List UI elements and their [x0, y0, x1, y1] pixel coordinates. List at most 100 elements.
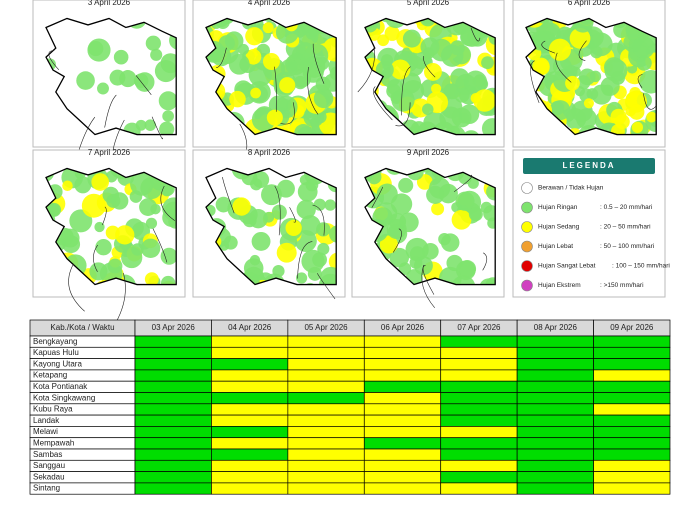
rain-area [322, 37, 337, 62]
rain-area [459, 104, 480, 125]
forecast-cell [593, 335, 671, 348]
rain-area [115, 225, 135, 245]
rain-area [323, 73, 337, 92]
rain-area [140, 177, 163, 200]
forecast-cell [440, 392, 518, 405]
forecast-cell [593, 448, 671, 461]
rain-area [160, 247, 177, 265]
forecast-cell [593, 380, 671, 393]
rain-area [379, 235, 398, 254]
rain-area [423, 62, 442, 81]
legend-swatch [521, 221, 533, 233]
rain-area [248, 209, 268, 229]
rain-area [279, 98, 292, 112]
table-header: 09 Apr 2026 [610, 323, 654, 332]
forecast-cell [516, 471, 594, 484]
forecast-cell [211, 426, 289, 439]
rain-area [144, 272, 159, 285]
rain-area [387, 79, 404, 96]
forecast-cell [363, 459, 442, 472]
rain-area [134, 72, 155, 92]
legend-range: : 100 – 150 mm/hari [612, 263, 670, 270]
rain-area [569, 27, 591, 49]
legend-label: Berawan / Tidak Hujan [538, 185, 604, 192]
rain-area [646, 111, 657, 123]
rain-area [263, 211, 275, 223]
map-title: 7 April 2026 [88, 148, 131, 157]
rain-area [532, 57, 550, 75]
rain-area [296, 272, 308, 284]
table-header: Kab./Kota / Waktu [50, 323, 114, 332]
legend-header [523, 158, 655, 174]
table-header: 04 Apr 2026 [228, 323, 272, 332]
row-name: Landak [33, 416, 60, 425]
forecast-cell [593, 346, 671, 359]
forecast-cell [287, 482, 365, 495]
rain-area [610, 124, 625, 135]
row-name: Sintang [33, 484, 60, 493]
rain-area [631, 121, 644, 133]
forecast-cell [134, 380, 212, 393]
forecast-cell [287, 459, 365, 472]
row-name: Ketapang [33, 371, 67, 380]
rain-area [76, 71, 95, 90]
legend-label: Hujan Sangat Lebat [538, 263, 596, 270]
map-title: 3 April 2026 [88, 0, 131, 7]
rain-area [451, 209, 472, 230]
rain-area [481, 118, 496, 135]
forecast-cell [593, 403, 671, 416]
forecast-cell [516, 392, 594, 405]
rain-area [552, 57, 572, 76]
forecast-cell [440, 414, 518, 427]
forecast-cell [211, 403, 289, 416]
map-title: 6 April 2026 [568, 0, 611, 7]
forecast-cell [363, 471, 442, 484]
rain-area [455, 191, 475, 211]
rain-area [81, 193, 106, 218]
district-border [104, 94, 117, 128]
forecast-cell [287, 380, 365, 393]
rain-area [329, 225, 337, 243]
rain-area [438, 232, 451, 246]
forecast-cell [593, 426, 671, 439]
rain-area [160, 275, 176, 285]
legend-range: : 20 – 50 mm/hari [600, 224, 651, 231]
rain-area [297, 181, 318, 202]
forecast-cell [593, 369, 671, 382]
forecast-cell [363, 482, 442, 495]
forecast-cell [211, 459, 289, 472]
forecast-cell [134, 426, 212, 439]
rain-area [468, 207, 483, 222]
forecast-cell [516, 448, 594, 461]
rain-area [426, 185, 445, 204]
district-border [317, 272, 336, 300]
forecast-cell [287, 403, 365, 416]
rain-area [245, 49, 262, 65]
district-border [470, 27, 481, 42]
table-header: 03 Apr 2026 [152, 323, 196, 332]
district-border [395, 102, 411, 127]
forecast-cell [593, 459, 671, 472]
coastline [45, 17, 177, 136]
forecast-cell [440, 358, 518, 371]
rain-area [95, 239, 112, 256]
forecast-cell [516, 482, 594, 495]
rain-area [318, 273, 337, 285]
rain-area [431, 83, 442, 94]
rain-area [113, 49, 129, 65]
rain-area [94, 221, 105, 233]
rain-area [421, 103, 434, 116]
rain-map [46, 18, 177, 135]
rain-area [150, 203, 161, 215]
forecast-cell [440, 346, 518, 359]
district-border [555, 52, 572, 83]
forecast-cell [363, 335, 442, 348]
district-border [312, 43, 325, 84]
row-name: Melawi [33, 427, 58, 436]
district-border [48, 50, 60, 71]
rain-area [107, 258, 123, 274]
legend-panel [512, 149, 666, 298]
forecast-cell [211, 335, 289, 348]
legend-swatch [521, 279, 533, 292]
